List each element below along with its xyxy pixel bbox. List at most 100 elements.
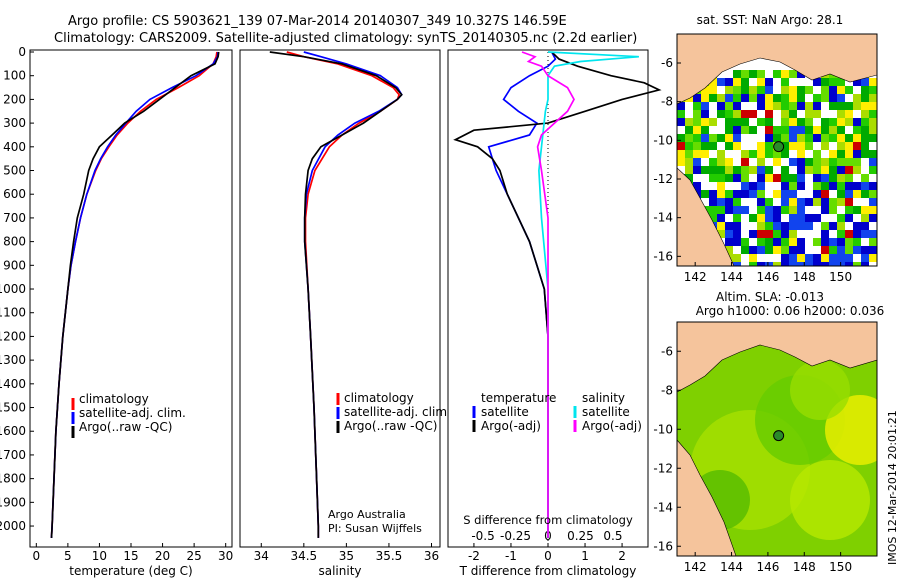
map-xtick-label: 144 — [720, 270, 743, 284]
sst-cell — [733, 126, 741, 134]
sst-cell — [733, 110, 741, 118]
sst-cell — [813, 94, 821, 102]
sst-cell — [789, 94, 797, 102]
sst-cell — [717, 110, 725, 118]
sst-cell — [861, 78, 869, 86]
sst-cell — [813, 150, 821, 158]
sst-cell — [749, 150, 757, 158]
sst-cell — [709, 142, 717, 150]
sst-cell — [765, 110, 773, 118]
sst-cell — [797, 126, 805, 134]
sst-cell — [709, 206, 717, 214]
sst-cell — [829, 94, 837, 102]
sst-cell — [797, 198, 805, 206]
sst-cell — [741, 150, 749, 158]
sst-cell — [765, 246, 773, 254]
sst-cell — [813, 198, 821, 206]
land-cape-york — [677, 167, 735, 266]
sst-cell — [821, 118, 829, 126]
sst-cell — [741, 78, 749, 86]
sst-cell — [837, 238, 845, 246]
sst-cell — [717, 222, 725, 230]
sst-cell — [749, 126, 757, 134]
sst-cell — [677, 102, 685, 110]
sst-cell — [733, 198, 741, 206]
sst-cell — [757, 102, 765, 110]
sst-cell — [821, 206, 829, 214]
sst-cell — [781, 70, 789, 78]
sst-cell — [701, 134, 709, 142]
sst-cell — [693, 134, 701, 142]
sst-cell — [757, 190, 765, 198]
sst-cell — [765, 222, 773, 230]
sst-cell — [725, 174, 733, 182]
sst-cell — [765, 142, 773, 150]
sst-cell — [797, 214, 805, 222]
temperature-ytick-label: 1300 — [0, 353, 26, 367]
sst-cell — [813, 78, 821, 86]
sst-cell — [797, 222, 805, 230]
sst-cell — [845, 134, 853, 142]
sst-cell — [837, 142, 845, 150]
sst-cell — [781, 102, 789, 110]
t-difference-label: T difference from climatology — [459, 564, 637, 578]
sst-cell — [869, 158, 877, 166]
difference-series-1 — [453, 51, 662, 538]
sst-cell — [821, 126, 829, 134]
sst-cell — [853, 142, 861, 150]
sst-cell — [677, 150, 685, 158]
map-ytick-label: -12 — [653, 461, 673, 475]
sst-cell — [765, 166, 773, 174]
sst-cell — [813, 126, 821, 134]
sst-cell — [829, 198, 837, 206]
sst-cell — [741, 158, 749, 166]
sst-map-panel: sat. SST: NaN Argo: 28.1 142 144 146 148 150… — [653, 13, 878, 284]
sst-cell — [757, 118, 765, 126]
sst-cell — [861, 142, 869, 150]
sst-cell — [797, 174, 805, 182]
sst-cell — [805, 126, 813, 134]
sst-cell — [773, 214, 781, 222]
sst-cell — [853, 158, 861, 166]
map-xtick-label: 142 — [684, 560, 707, 574]
sst-cell — [869, 246, 877, 254]
sst-cell — [837, 134, 845, 142]
sst-cell — [757, 230, 765, 238]
sst-cell — [853, 262, 861, 266]
sst-cell — [685, 134, 693, 142]
salinity-axes — [239, 49, 441, 548]
sst-cell — [829, 166, 837, 174]
sst-cell — [717, 214, 725, 222]
sst-cell — [749, 246, 757, 254]
map-xtick-label: 148 — [793, 270, 816, 284]
sst-cell — [773, 94, 781, 102]
sst-cell — [765, 230, 773, 238]
sst-cell — [845, 206, 853, 214]
sst-cell — [821, 166, 829, 174]
sst-cell — [725, 110, 733, 118]
temperature-xtick-label: 30 — [218, 549, 233, 563]
legend-label-s-satellite: satellite — [582, 405, 630, 419]
temperature-ytick-label: 300 — [3, 116, 26, 130]
sst-cell — [861, 174, 869, 182]
sst-cell — [781, 110, 789, 118]
sst-cell — [789, 238, 797, 246]
sst-cell — [685, 158, 693, 166]
sst-cell — [789, 158, 797, 166]
sst-cell — [861, 222, 869, 230]
sst-cell — [829, 174, 837, 182]
map-xtick-label: 148 — [793, 560, 816, 574]
temperature-axes — [29, 49, 233, 548]
temperature-ytick-label: 500 — [3, 164, 26, 178]
sst-cell — [693, 110, 701, 118]
sst-cell — [861, 230, 869, 238]
sst-cell — [869, 230, 877, 238]
sst-cell — [789, 222, 797, 230]
sst-cell — [733, 102, 741, 110]
sst-cell — [709, 214, 717, 222]
sst-cell — [757, 246, 765, 254]
temperature-xtick-label: 15 — [123, 549, 138, 563]
sst-cell — [749, 94, 757, 102]
sst-cell — [797, 150, 805, 158]
sst-cell — [789, 142, 797, 150]
